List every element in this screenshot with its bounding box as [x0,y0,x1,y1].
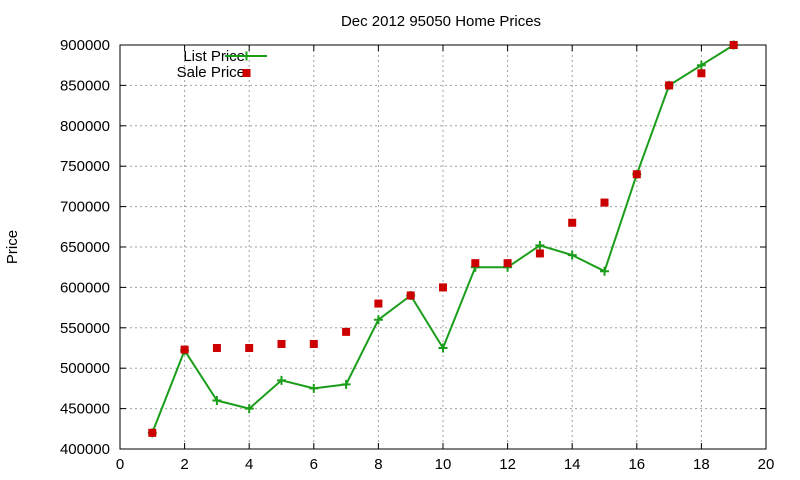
x-tick-label: 14 [564,456,581,473]
y-tick-label: 700000 [60,199,110,216]
sale-price-point [148,428,157,437]
y-tick-label: 500000 [60,360,110,377]
list-price-point [600,266,609,276]
sale-price-point [697,69,706,78]
series-1 [148,41,738,437]
list-price-point [309,383,319,393]
sale-price-point [180,345,189,354]
series [147,40,739,438]
x-tick-label: 8 [374,456,382,473]
x-tick-label: 0 [116,456,124,473]
sale-price-point [568,218,577,227]
sale-price-point [309,339,318,348]
legend-marker [242,51,251,61]
sale-price-point [277,339,286,348]
y-tick-label: 900000 [60,37,110,54]
x-tick-label: 10 [435,456,452,473]
x-tick-label: 12 [499,456,516,473]
chart-title: Dec 2012 95050 Home Prices [341,13,541,30]
axis-ticks: 0 2 4 6 8 10 12 14 16 18 20 400000 450000 500000 55000… [60,37,774,473]
y-tick-label: 650000 [60,239,110,256]
y-tick-label: 750000 [60,158,110,175]
list-price-point [567,250,577,260]
x-tick-label: 4 [245,456,253,473]
sale-price-point [245,344,254,352]
list-price-line [151,44,735,434]
list-price-point [438,343,448,353]
y-tick-label: 600000 [60,279,110,296]
list-price-point [244,404,254,414]
list-price-point [212,396,222,406]
list-price-point [341,379,351,389]
y-tick-label: 400000 [60,441,110,458]
list-price-point [535,240,545,250]
sale-price-point [503,259,512,268]
y-tick-label: 800000 [60,118,110,135]
legend-label: List Price [183,48,245,65]
x-tick-label: 6 [310,456,318,473]
x-tick-label: 20 [758,456,775,473]
sale-price-point [374,299,383,308]
y-tick-label: 850000 [60,77,110,94]
sale-price-point [212,344,221,352]
y-axis-label: Price [4,230,21,264]
y-tick-label: 450000 [60,401,110,418]
x-tick-label: 2 [180,456,188,473]
list-price-point [373,315,383,325]
legend-marker [242,69,251,77]
sale-price-point [406,291,415,300]
x-tick-label: 18 [693,456,710,473]
sale-price-point [342,327,351,336]
sale-price-point [535,249,544,258]
grid [120,45,766,449]
list-price-point [277,375,286,385]
sale-price-point [439,283,447,292]
sale-price-point [632,170,641,179]
list-price-point [696,60,706,70]
y-tick-label: 550000 [60,320,110,337]
sale-price-point [600,198,609,207]
sale-price-point [729,41,738,49]
sale-price-point [471,259,480,268]
sale-price-point [665,81,674,90]
legend-label: Sale Price [177,64,245,81]
x-tick-label: 16 [628,456,645,473]
